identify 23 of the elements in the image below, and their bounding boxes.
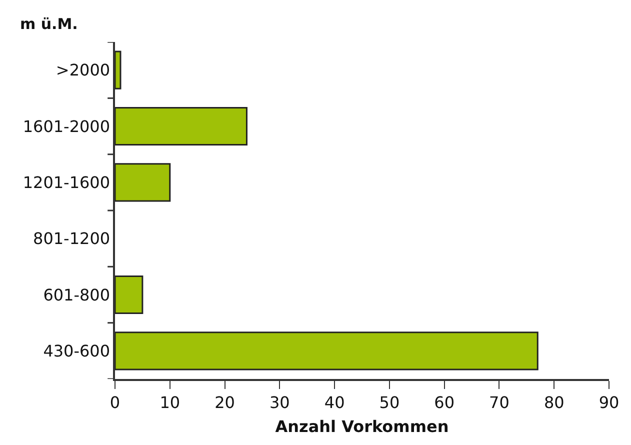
bar bbox=[115, 163, 171, 202]
x-tick-label: 60 bbox=[434, 392, 455, 412]
x-tick-label: 90 bbox=[598, 392, 620, 412]
bar bbox=[115, 106, 248, 146]
x-tick-label: 30 bbox=[269, 392, 290, 412]
y-tick-label: 601-800 bbox=[43, 285, 110, 304]
x-tick-label: 0 bbox=[110, 392, 120, 412]
bar bbox=[115, 332, 538, 370]
x-tick-label: 40 bbox=[324, 392, 345, 412]
x-tick-label: 10 bbox=[160, 392, 180, 412]
x-tick-label: 50 bbox=[379, 392, 400, 412]
y-tick-label: 801-1200 bbox=[33, 229, 110, 248]
bar bbox=[115, 50, 122, 90]
x-tick-label: 20 bbox=[214, 392, 235, 412]
x-axis-title: Anzahl Vorkommen bbox=[275, 417, 449, 436]
y-tick-label: >2000 bbox=[56, 60, 110, 80]
y-axis-title: m ü.M. bbox=[20, 15, 78, 33]
bar bbox=[115, 275, 144, 314]
y-tick-label: 1201-1600 bbox=[22, 173, 110, 192]
y-tick-label: 1601-2000 bbox=[22, 116, 110, 136]
y-tick-label: 430-600 bbox=[43, 342, 110, 361]
x-tick-label: 80 bbox=[544, 392, 564, 412]
x-tick-label: 70 bbox=[489, 392, 510, 412]
